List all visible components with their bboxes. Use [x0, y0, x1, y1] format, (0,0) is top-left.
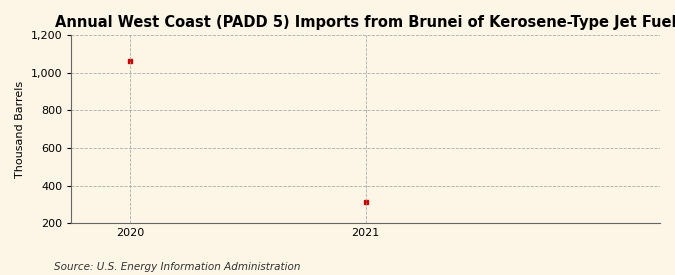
Y-axis label: Thousand Barrels: Thousand Barrels [15, 81, 25, 178]
Title: Annual West Coast (PADD 5) Imports from Brunei of Kerosene-Type Jet Fuel: Annual West Coast (PADD 5) Imports from … [55, 15, 675, 30]
Text: Source: U.S. Energy Information Administration: Source: U.S. Energy Information Administ… [54, 262, 300, 272]
